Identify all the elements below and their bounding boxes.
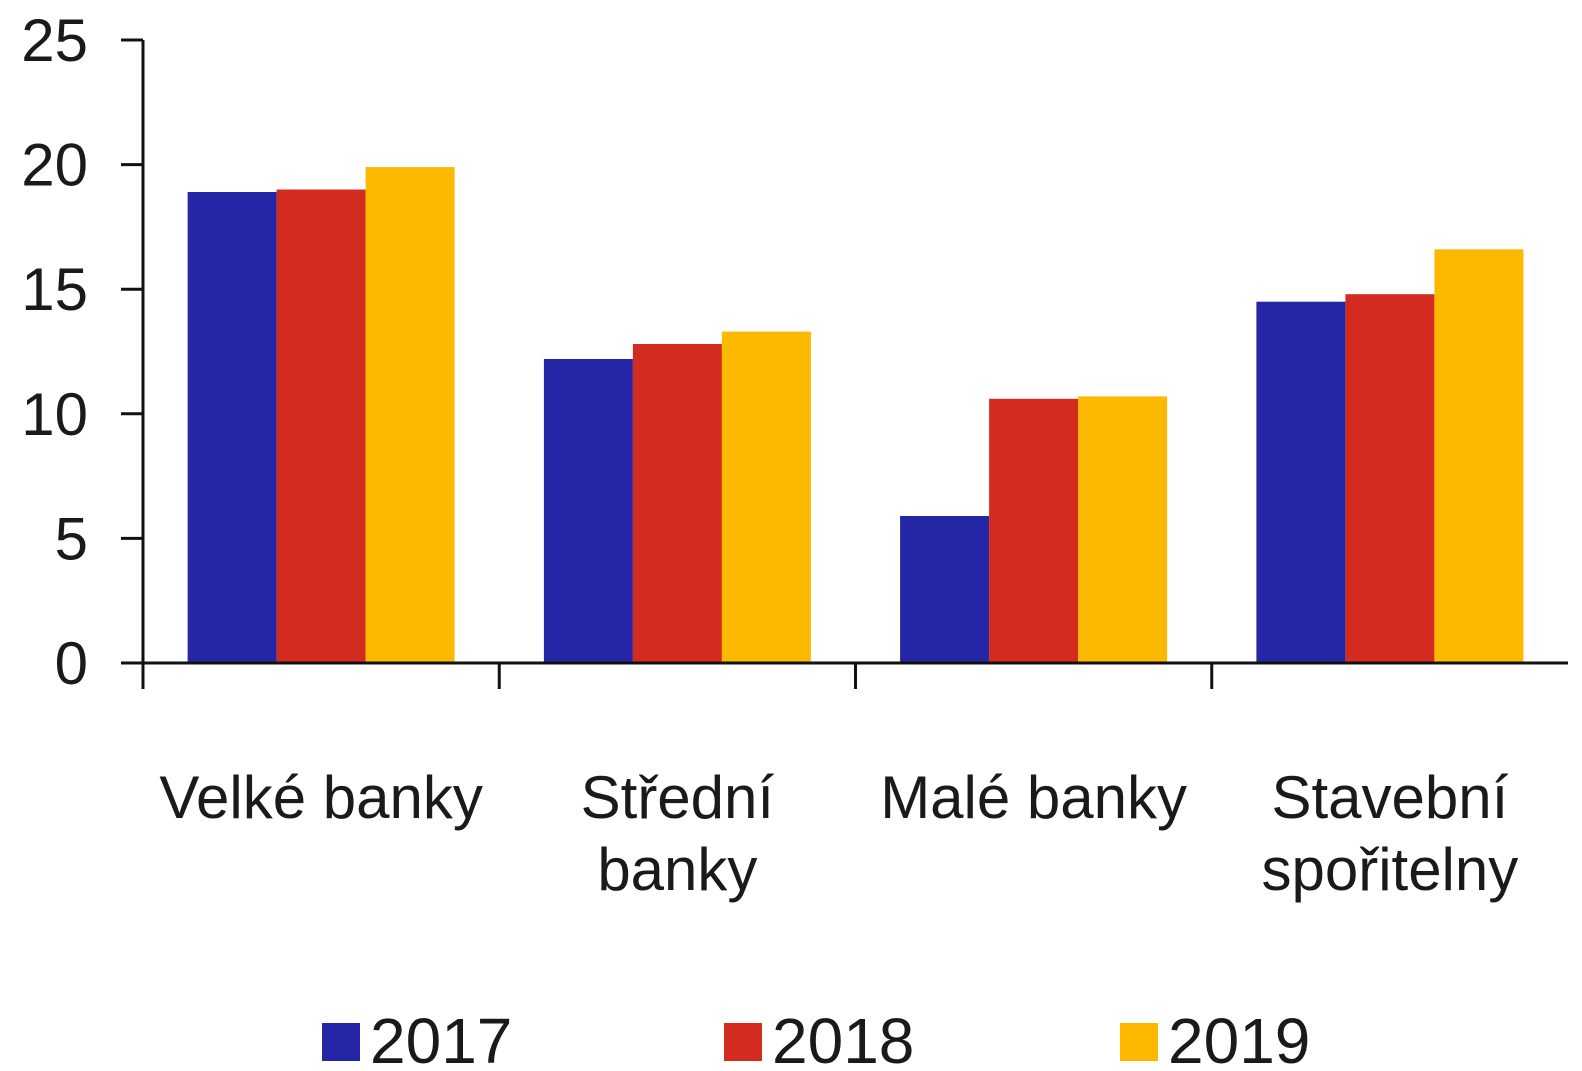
bar-2018-1 — [276, 189, 366, 663]
category-label-4: Stavební spořitelny — [1261, 764, 1518, 903]
y-tick-label-5: 5 — [55, 505, 88, 572]
category-label-2: Střední banky — [581, 764, 775, 903]
category-labels-group: Velké banky Střední banky Malé banky Stavebn… — [159, 764, 1518, 903]
y-tick-label-15: 15 — [21, 256, 88, 323]
category-label-1: Velké banky — [159, 764, 483, 831]
legend-swatch-2019 — [1120, 1023, 1158, 1061]
bar-2018-2 — [632, 344, 722, 663]
legend-label-2019: 2019 — [1168, 1005, 1310, 1071]
bar-2018-4 — [1345, 294, 1435, 663]
category-label-3: Malé banky — [880, 764, 1187, 831]
y-tick-label-20: 20 — [21, 132, 88, 199]
bar-2017-4 — [1256, 301, 1346, 663]
bar-2018-3 — [989, 398, 1079, 663]
legend-label-2018: 2018 — [772, 1005, 914, 1071]
legend: 2017 2018 2019 — [322, 1005, 1310, 1071]
bar-2017-3 — [900, 516, 990, 663]
bar-2017-2 — [543, 359, 633, 663]
bars-group — [187, 167, 1524, 664]
axes-group — [121, 40, 1568, 689]
bar-2019-4 — [1434, 249, 1524, 664]
legend-swatch-2017 — [322, 1023, 360, 1061]
legend-swatch-2018 — [724, 1023, 762, 1061]
bar-2019-1 — [365, 167, 455, 663]
legend-label-2017: 2017 — [370, 1005, 512, 1071]
bar-2019-3 — [1078, 396, 1168, 663]
y-tick-label-10: 10 — [21, 381, 88, 448]
y-ticks-group: 0 5 10 15 20 25 — [21, 7, 143, 697]
y-tick-label-0: 0 — [55, 630, 88, 697]
bar-2019-2 — [721, 331, 811, 663]
bar-2017-1 — [187, 192, 277, 663]
y-tick-label-25: 25 — [21, 7, 88, 74]
